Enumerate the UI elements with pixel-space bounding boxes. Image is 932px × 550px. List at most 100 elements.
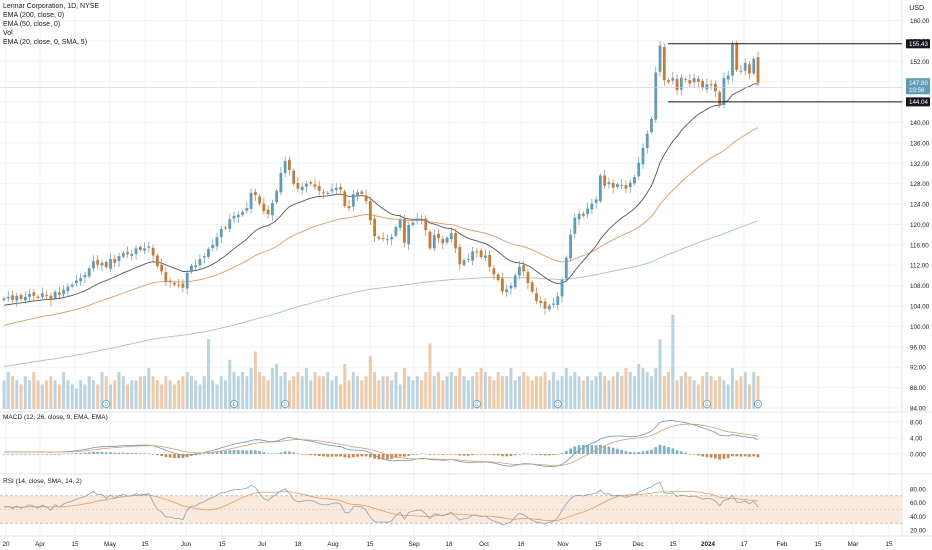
macd-histogram-bar	[492, 454, 496, 456]
volume-bar	[28, 380, 32, 409]
x-tick-label: 17	[740, 541, 748, 548]
volume-bar	[517, 376, 521, 409]
macd-histogram-bar	[628, 451, 632, 454]
y-tick-label: 0.000	[910, 452, 926, 459]
volume-bar	[747, 384, 751, 409]
volume-bar	[598, 372, 602, 409]
candle-body	[654, 72, 658, 120]
x-tick-label: 15	[885, 541, 893, 548]
candle-body	[270, 203, 274, 216]
x-tick-label: Nov	[557, 541, 569, 548]
volume-bar	[83, 384, 87, 409]
x-tick-label: 15	[218, 541, 226, 548]
candle-body	[360, 191, 364, 194]
ema200-legend[interactable]: EMA (200, close, 0)	[3, 12, 65, 19]
macd-histogram-bar	[11, 454, 14, 455]
volume-bar	[564, 368, 568, 409]
candle-body	[2, 298, 6, 300]
price-tag-label: 10:56	[909, 87, 925, 94]
candle-body	[696, 78, 700, 82]
candle-body	[752, 58, 756, 74]
volume-bar	[194, 380, 198, 409]
candle-body	[671, 78, 675, 81]
volume-bar	[343, 363, 347, 409]
volume-bar	[232, 372, 236, 409]
volume-bar	[275, 363, 279, 409]
rsi-title[interactable]: RSI (14, close, SMA, 14, 2)	[3, 478, 82, 485]
y-tick-label: 120.00	[910, 222, 930, 229]
volume-bar	[206, 339, 210, 409]
macd-histogram-bar	[735, 454, 739, 457]
x-tick-label: Sep	[408, 541, 420, 548]
macd-histogram-bar	[57, 454, 61, 455]
event-marker-circle	[754, 399, 763, 408]
macd-histogram-bar	[224, 450, 227, 454]
x-tick-label: 2024	[701, 541, 716, 548]
y-tick-label: 40.00	[910, 514, 926, 521]
volume-bar	[219, 376, 223, 409]
volume-bar	[177, 380, 181, 409]
candle-body	[420, 219, 423, 221]
volume-bar	[40, 384, 44, 409]
macd-histogram-bar	[420, 453, 423, 455]
macd-histogram-bar	[351, 454, 355, 458]
candle-body	[168, 280, 172, 282]
rsi-panel: 80.00 60.00 40.00 20.00	[0, 481, 926, 535]
x-tick-label: Aug	[327, 541, 339, 548]
price-tag-bg	[906, 78, 930, 88]
macd-histogram-bar	[547, 454, 551, 456]
candle-body	[726, 75, 730, 80]
volume-bar	[62, 372, 66, 409]
candle-body	[492, 268, 496, 275]
candle-body	[283, 161, 287, 173]
y-tick-label: 88.00	[910, 385, 926, 392]
candle-body	[343, 191, 347, 207]
volume-bar	[483, 372, 487, 409]
ema50-legend[interactable]: EMA (50, close, 0)	[3, 21, 61, 28]
candle-body	[15, 295, 19, 301]
vol-legend[interactable]: Vol	[3, 30, 13, 37]
macd-histogram-bar	[705, 454, 709, 458]
y-tick-label: 108.00	[910, 283, 930, 290]
candle-body	[87, 268, 91, 277]
candle-body	[496, 274, 500, 281]
volume-bar	[432, 376, 436, 409]
candle-body	[620, 185, 624, 187]
volume-bar	[126, 384, 130, 409]
volume-bar	[603, 376, 607, 409]
candle-body	[471, 251, 474, 261]
candle-body	[569, 234, 572, 259]
volume-bar	[479, 368, 483, 409]
volume-bar	[100, 372, 104, 409]
volume-bar	[245, 376, 249, 409]
ema20-legend[interactable]: EMA (20, close, 0, SMA, 5)	[3, 39, 88, 46]
macd-histogram-bar	[45, 454, 48, 455]
volume-bar	[138, 376, 142, 409]
volume-bar	[407, 376, 411, 409]
macd-title[interactable]: MACD (12, 26, close, 9, EMA, EMA)	[3, 414, 108, 421]
volume-bar	[654, 368, 658, 409]
candle-body	[194, 265, 198, 268]
candle-body	[134, 248, 138, 255]
symbol-legend[interactable]: Lennar Corporation, 1D, NYSE	[3, 3, 100, 10]
macd-histogram-bar	[650, 449, 653, 454]
macd-histogram-bar	[696, 454, 700, 456]
candle-body	[334, 187, 338, 191]
candle-body	[445, 237, 449, 243]
macd-histogram-bar	[168, 454, 172, 458]
volume-bar	[496, 372, 500, 409]
volume-bar	[488, 376, 492, 409]
volume-bar	[709, 376, 713, 409]
volume-bar	[270, 368, 274, 409]
macd-histogram-bar	[424, 453, 428, 455]
grid	[0, 0, 932, 537]
volume-bar	[300, 376, 304, 409]
macd-histogram-bar	[432, 454, 436, 455]
candle-body	[70, 284, 74, 287]
volume-bar	[147, 368, 151, 409]
candle-body	[479, 250, 483, 258]
event-marker-circle	[230, 399, 239, 408]
volume-bar	[57, 384, 61, 409]
macd-histogram-bar	[667, 447, 670, 454]
